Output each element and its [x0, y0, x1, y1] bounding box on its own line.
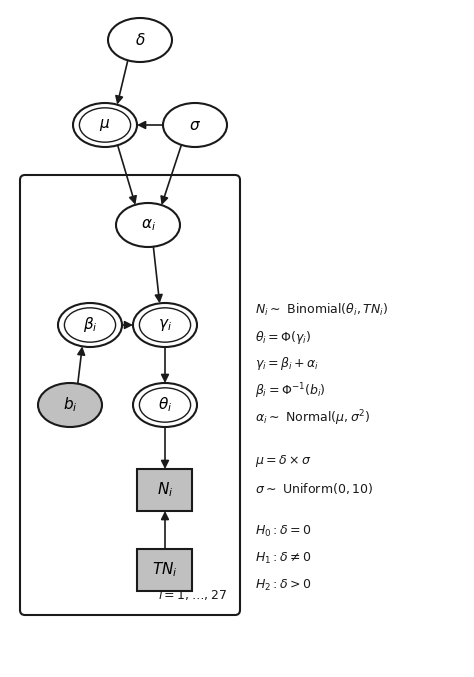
Text: $\alpha_i \sim\ \mathrm{Normal}(\mu, \sigma^2)$: $\alpha_i \sim\ \mathrm{Normal}(\mu, \si… — [255, 408, 370, 428]
Bar — [137, 469, 192, 511]
Ellipse shape — [58, 303, 122, 347]
Text: $TN_i$: $TN_i$ — [152, 561, 178, 580]
Text: $\theta_i$: $\theta_i$ — [158, 395, 172, 414]
Text: $N_i \sim\ $$\mathrm{Binomial}(\theta_i, TN_i)$: $N_i \sim\ $$\mathrm{Binomial}(\theta_i,… — [255, 302, 388, 318]
Text: $b_i$: $b_i$ — [63, 395, 77, 414]
Text: $\theta_i = \Phi(\gamma_i)$: $\theta_i = \Phi(\gamma_i)$ — [255, 328, 311, 345]
Bar — [137, 549, 192, 591]
Ellipse shape — [73, 103, 137, 147]
Text: $\gamma_i$: $\gamma_i$ — [158, 317, 172, 333]
Text: $\mu = \delta \times \sigma$: $\mu = \delta \times \sigma$ — [255, 453, 312, 469]
Ellipse shape — [163, 103, 227, 147]
Text: $H_2 : \delta > 0$: $H_2 : \delta > 0$ — [255, 578, 311, 593]
Text: $H_0 : \delta = 0$: $H_0 : \delta = 0$ — [255, 524, 311, 539]
Ellipse shape — [38, 383, 102, 427]
Ellipse shape — [116, 203, 180, 247]
Text: $i = 1, \ldots, 27$: $i = 1, \ldots, 27$ — [158, 587, 227, 602]
Text: $\alpha_i$: $\alpha_i$ — [140, 217, 155, 233]
Text: $\beta_i$: $\beta_i$ — [82, 315, 97, 334]
Text: $\beta_i = \Phi^{-1}(b_i)$: $\beta_i = \Phi^{-1}(b_i)$ — [255, 381, 326, 401]
Text: $\delta$: $\delta$ — [135, 32, 146, 48]
Text: $H_1 : \delta \neq 0$: $H_1 : \delta \neq 0$ — [255, 551, 311, 566]
Text: $N_i$: $N_i$ — [157, 481, 173, 500]
Text: $\mu$: $\mu$ — [100, 117, 110, 133]
Ellipse shape — [108, 18, 172, 62]
Text: $\sigma \sim\ \mathrm{Uniform}(0, 10)$: $\sigma \sim\ \mathrm{Uniform}(0, 10)$ — [255, 481, 373, 496]
Text: $\gamma_i = \beta_i + \alpha_i$: $\gamma_i = \beta_i + \alpha_i$ — [255, 355, 319, 372]
Ellipse shape — [133, 383, 197, 427]
Ellipse shape — [133, 303, 197, 347]
Text: $\sigma$: $\sigma$ — [189, 118, 201, 133]
